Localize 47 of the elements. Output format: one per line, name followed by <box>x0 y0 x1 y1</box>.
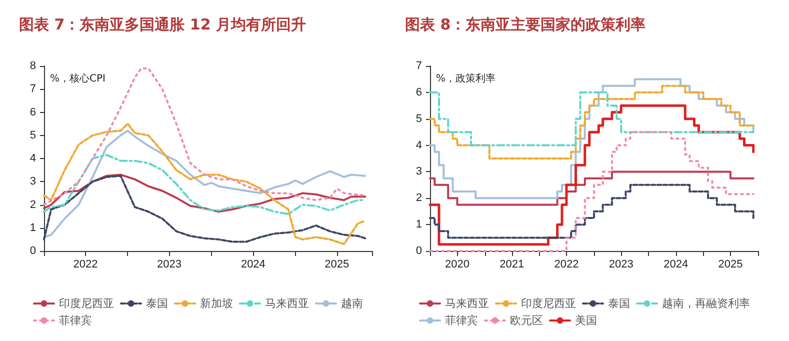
x-tick-label: 2023 <box>608 258 634 270</box>
y-tick-label: 5 <box>416 112 422 125</box>
x-tick-label: 2020 <box>444 258 470 270</box>
line-series <box>43 67 366 206</box>
x-tick-label: 2025 <box>718 258 743 270</box>
legend-label: 新加坡 <box>200 297 233 310</box>
x-tick-label: 2022 <box>554 258 579 270</box>
legend-label: 泰国 <box>608 297 630 310</box>
y-tick-label: 7 <box>416 60 422 72</box>
y-tick-label: 5 <box>30 129 36 142</box>
line-series <box>43 174 366 213</box>
x-tick-label: 2023 <box>156 258 182 270</box>
legend-label: 美国 <box>575 314 597 327</box>
x-tick-label: 2025 <box>324 258 350 270</box>
y-tick-label: 4 <box>30 152 36 164</box>
y-tick-label: 8 <box>30 60 36 72</box>
x-tick-label: 2024 <box>240 258 266 270</box>
y-tick-label: 3 <box>30 176 36 188</box>
y-axis-title: %，核心CPI <box>50 72 106 84</box>
legend-label: 菲律宾 <box>59 314 92 327</box>
y-tick-label: 7 <box>30 83 36 96</box>
legend-label: 马来西亚 <box>445 297 489 310</box>
legend-label: 越南，再融资利率 <box>662 297 750 310</box>
legend-label: 泰国 <box>146 297 168 310</box>
y-tick-label: 0 <box>416 245 422 257</box>
chart-title: 图表 7：东南亚多国通胀 12 月均有所回升 <box>19 16 306 34</box>
y-tick-label: 3 <box>416 166 422 178</box>
legend-label: 越南 <box>341 297 363 310</box>
x-tick-label: 2022 <box>73 258 98 270</box>
y-tick-label: 1 <box>416 218 422 231</box>
legend-label: 印度尼西亚 <box>521 297 576 310</box>
legend-label: 菲律宾 <box>445 314 478 327</box>
y-tick-label: 2 <box>30 198 36 211</box>
legend-label: 欧元区 <box>510 314 543 327</box>
y-tick-label: 6 <box>30 106 36 118</box>
line-series <box>43 174 366 243</box>
x-tick-label: 2021 <box>500 258 524 270</box>
y-tick-label: 6 <box>416 86 422 98</box>
y-tick-label: 1 <box>30 222 36 234</box>
y-axis-title: %，政策利率 <box>436 72 496 84</box>
y-tick-label: 0 <box>30 245 36 257</box>
chart-title: 图表 8：东南亚主要国家的政策利率 <box>405 16 646 34</box>
legend-label: 印度尼西亚 <box>59 297 114 310</box>
y-tick-label: 2 <box>416 192 422 204</box>
x-tick-label: 2024 <box>664 258 688 270</box>
legend-label: 马来西亚 <box>265 297 309 310</box>
y-tick-label: 4 <box>416 139 422 152</box>
